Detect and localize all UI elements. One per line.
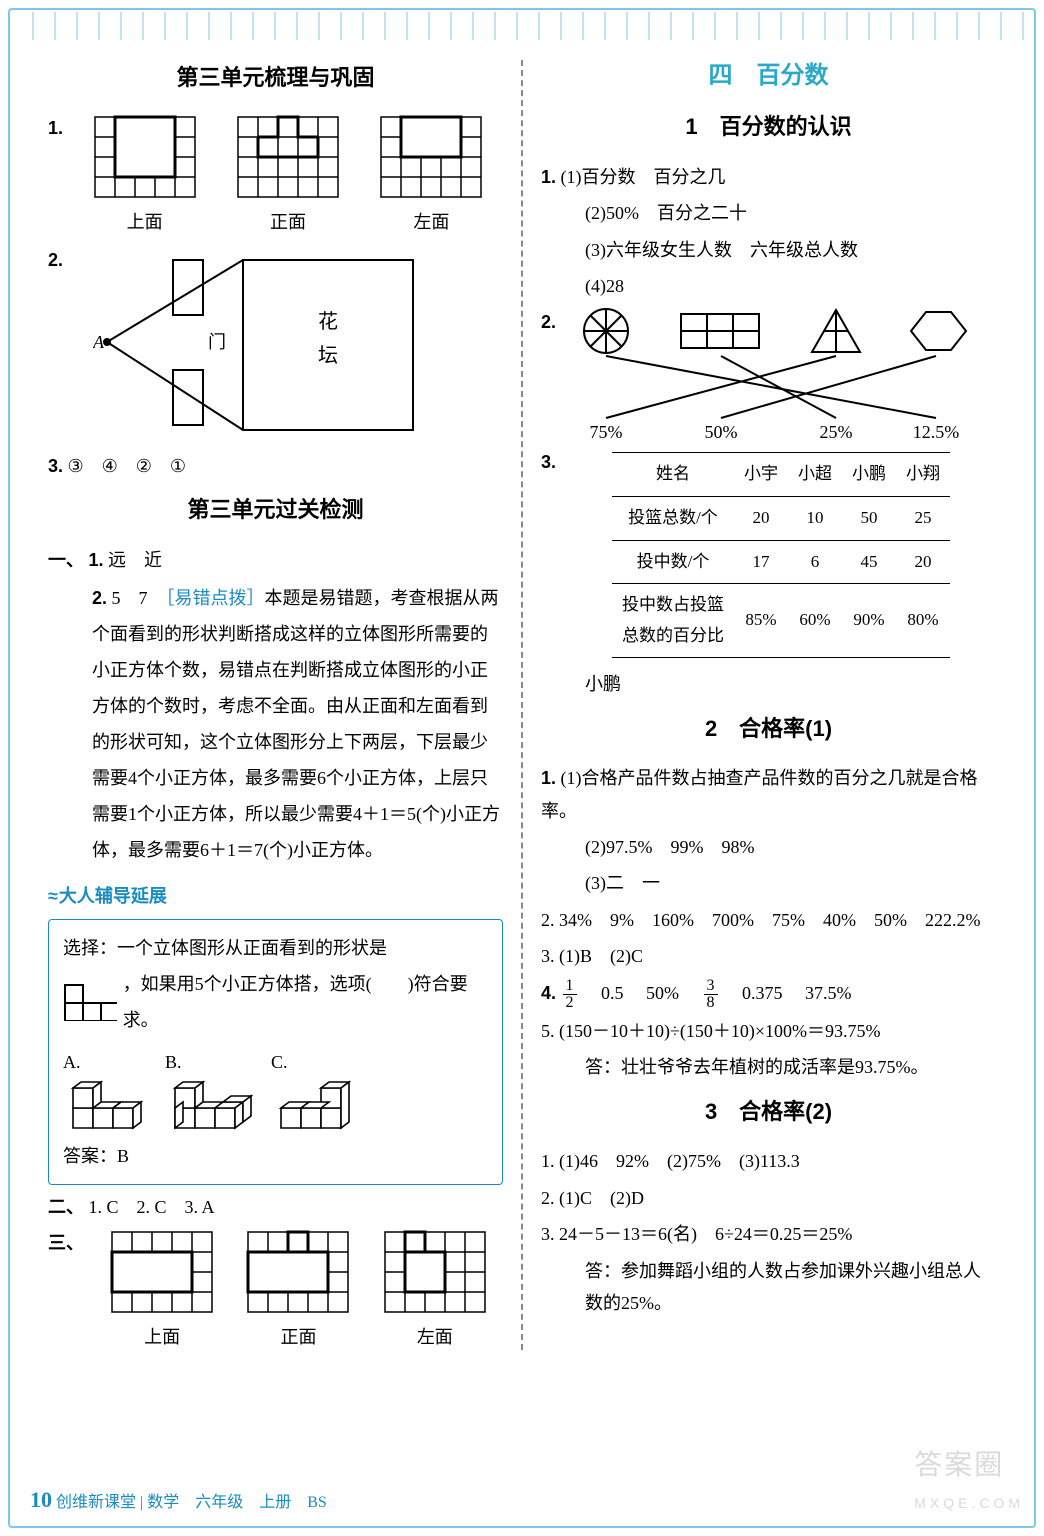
s3-label-2: 左面 [380,1321,490,1353]
svg-text:A: A [93,332,105,352]
s3: 三、 上面 [48,1227,503,1359]
s3-grid-front [243,1227,353,1317]
sec1-q3-num: 3. [541,446,556,478]
left-title-a: 第三单元梳理与巩固 [48,58,503,98]
adult-box: 选择：一个立体图形从正面看到的形状是 ，如果用5个小正方体搭，选项( )符合要求… [48,919,503,1185]
q2-num: 2. [48,244,63,276]
s2-label: 二、 [48,1197,84,1217]
page-footer: 10 创维新课堂 | 数学 六年级 上册 BS [30,1480,327,1520]
s3-grid-left [380,1227,490,1317]
sec3-q3a: 3. 24－5－13＝6(名) 6÷24＝0.25＝25% [541,1218,996,1250]
sec2-title: 2 合格率(1) [541,709,996,749]
q1: 1. 上面 [48,112,503,244]
s3-grid-top [107,1227,217,1317]
s3-label-1: 正面 [243,1321,353,1353]
sec2-q5a: 5. (150－10＋10)÷(150＋10)×100%＝93.75% [541,1015,996,1047]
adult-line1: 选择：一个立体图形从正面看到的形状是 [63,930,488,966]
s1-q1-num: 1. [89,550,104,570]
sec1-q1-3: (3)六年级女生人数 六年级总人数 [541,234,996,266]
sec1-q3-ans: 小鹏 [541,668,996,700]
choice-a-label: A. [63,1052,81,1072]
adult-line2: ，如果用5个小正方体搭，选项( )符合要求。 [123,966,488,1038]
choice-c-icon [271,1080,357,1132]
score-table: 姓名 小宇 小超 小鹏 小翔 投篮总数/个 20 10 50 25 投中数/个 … [612,452,950,658]
s3-label: 三、 [48,1227,84,1259]
sec1-q2: 2. 75% 5 [541,306,996,446]
q2: 2. A 门 花 坛 [48,244,503,446]
s1-q2: 2. 5 7 ［易错点拨］本题是易错题，考查根据从两个面看到的形状判断搭成这样的… [48,580,503,868]
grid-label-0: 上面 [90,206,200,238]
sec3-title: 3 合格率(2) [541,1092,996,1132]
q3: 3. ③ ④ ② ① [48,450,503,482]
s1-label: 一、 [48,550,84,570]
sec2-q5b: 答：壮壮爷爷去年植树的成活率是93.75%。 [541,1051,996,1083]
footer-text: 创维新课堂 | 数学 六年级 上册 BS [56,1494,327,1511]
grid-label-2: 左面 [376,206,486,238]
q3-text: ③ ④ ② ① [68,456,187,476]
sec3-q2: 2. (1)C (2)D [541,1182,996,1214]
sec1-q1-2: (2)50% 百分之二十 [541,197,996,229]
sec3-q3b: 答：参加舞蹈小组的人数占参加课外兴趣小组总人数的25%。 [541,1255,996,1320]
sec1-q1: 1. (1)百分数 百分之几 [541,161,996,193]
adult-header: 大人辅导延展 [48,880,503,912]
garden-diagram: A 门 花 坛 [93,250,433,440]
page-number: 10 [30,1487,52,1512]
svg-text:坛: 坛 [318,344,338,367]
sec3-q1: 1. (1)46 92% (2)75% (3)113.3 [541,1145,996,1177]
svg-text:花: 花 [318,310,338,333]
s1-q2-num: 2. [92,588,107,608]
q2-pct-2: 25% [820,422,853,442]
q3-num: 3. [48,456,63,476]
adult-answer: 答案：B [63,1138,488,1174]
sec2-q1-1: (1)合格产品件数占抽查产品件数的百分之几就是合格率。 [541,768,978,820]
s2: 二、 1. C 2. C 3. A [48,1191,503,1223]
s1-q2-body: 本题是易错题，考查根据从两个面看到的形状判断搭成这样的立体图形所需要的小正方体个… [92,588,500,860]
sec2-q1-num: 1. [541,768,556,788]
sec2-q1-3: (3)二 一 [541,867,996,899]
q2-pct-3: 12.5% [913,422,960,442]
sec2-q1: 1. (1)合格产品件数占抽查产品件数的百分之几就是合格率。 [541,762,996,827]
left-column: 第三单元梳理与巩固 1. 上面 [30,50,521,1360]
sec2-q3: 3. (1)B (2)C [541,940,996,972]
grid-top-view [90,112,200,202]
s1-q1: 一、 1. 远 近 [48,544,503,576]
sec2-q4-num: 4. [541,983,556,1003]
sec2-q4: 4. 12 0.5 50% 38 0.375 37.5% [541,977,996,1011]
svg-text:门: 门 [208,332,226,352]
tip-label: ［易错点拨］ [166,588,265,608]
q2-pct-1: 50% [705,422,738,442]
chapter-title: 四 百分数 [541,54,996,97]
choice-b-icon [165,1080,255,1132]
q1-num: 1. [48,112,63,144]
left-title-b: 第三单元过关检测 [48,490,503,530]
s1-q1-text: 远 近 [108,550,162,570]
sec1-q3: 3. 姓名 小宇 小超 小鹏 小翔 投篮总数/个 20 10 50 25 投中数… [541,446,996,664]
q2-pct-0: 75% [590,422,623,442]
choice-b-label: B. [165,1052,182,1072]
sec1-q1-4: (4)28 [541,270,996,302]
sec1-q1-num: 1. [541,167,556,187]
s1-q2-ans: 5 7 [112,588,166,608]
sec1-title: 1 百分数的认识 [541,107,996,147]
grid-front-view [233,112,343,202]
s2-text: 1. C 2. C 3. A [89,1197,215,1217]
choice-a-icon [63,1080,149,1132]
sec2-q2: 2. 34% 9% 160% 700% 75% 40% 50% 222.2% [541,904,996,936]
right-column: 四 百分数 1 百分数的认识 1. (1)百分数 百分之几 (2)50% 百分之… [523,50,1014,1360]
choice-c-label: C. [271,1052,288,1072]
matching-diagram: 75% 50% 25% 12.5% [566,306,986,446]
sec1-q2-num: 2. [541,306,556,338]
s3-label-0: 上面 [107,1321,217,1353]
sec2-q1-2: (2)97.5% 99% 98% [541,831,996,863]
sec1-q1-1: (1)百分数 百分之几 [561,167,726,187]
grid-left-view [376,112,486,202]
watermark: 答案圈 MXQE.COM [914,1440,1024,1516]
L-shape-icon [63,983,117,1021]
grid-label-1: 正面 [233,206,343,238]
